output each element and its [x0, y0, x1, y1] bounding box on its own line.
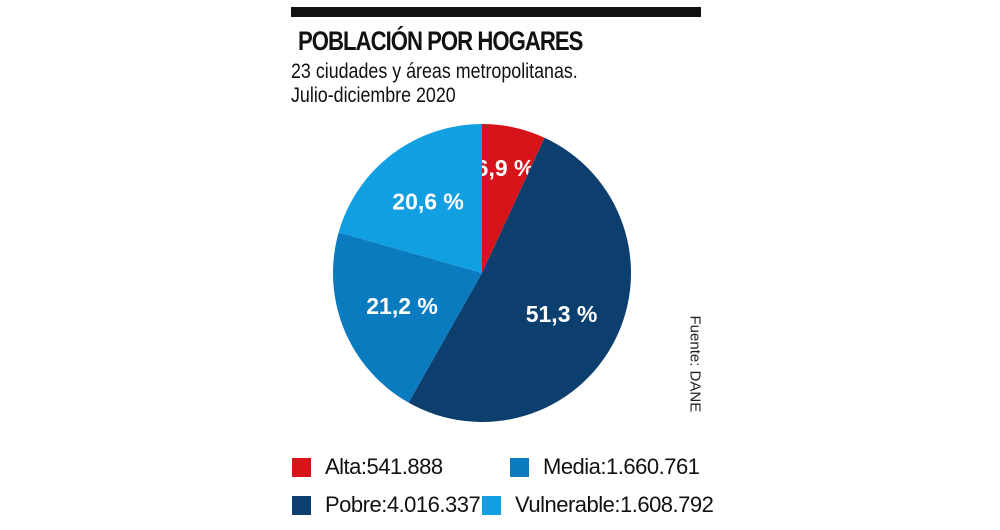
legend-label: Media: — [543, 454, 607, 479]
legend-label: Pobre: — [325, 492, 387, 517]
legend-item-media: Media: 1.660.761 — [510, 454, 700, 480]
legend-swatch — [482, 495, 501, 515]
chart-title: POBLACIÓN POR HOGARES — [298, 26, 583, 56]
legend-label: Alta: — [325, 454, 367, 479]
legend-value: 541.888 — [366, 454, 444, 479]
legend-value: 1.660.761 — [606, 454, 700, 479]
chart-subtitle-line-1: 23 ciudades y áreas metropolitanas. — [291, 60, 578, 83]
legend-item-alta: Alta: 541.888 — [292, 454, 443, 480]
source-note: Fuente: DANE — [686, 315, 704, 413]
data-label-alta: 6,9 % — [476, 155, 535, 181]
pie-slice-alta — [482, 124, 545, 273]
legend-item-pobre: Pobre: 4.016.337 — [292, 492, 481, 518]
legend-swatch — [292, 495, 311, 515]
legend-swatch — [510, 457, 529, 477]
data-label-pobre: 51,3 % — [526, 301, 598, 327]
data-label-media: 21,2 % — [366, 293, 438, 319]
pie-slice-pobre — [408, 137, 631, 422]
pie-slice-media — [333, 232, 482, 403]
pie-slice-vulnerable — [338, 124, 482, 273]
legend-label: Vulnerable: — [515, 492, 620, 517]
legend-value: 4.016.337 — [386, 492, 481, 517]
header-rule — [291, 7, 701, 17]
legend-swatch — [292, 457, 311, 477]
data-label-vulnerable: 20,6 % — [392, 189, 464, 215]
legend-value: 1.608.792 — [619, 492, 714, 517]
chart-subtitle-line-2: Julio-diciembre 2020 — [291, 84, 456, 107]
legend-item-vulnerable: Vulnerable: 1.608.792 — [482, 492, 714, 518]
